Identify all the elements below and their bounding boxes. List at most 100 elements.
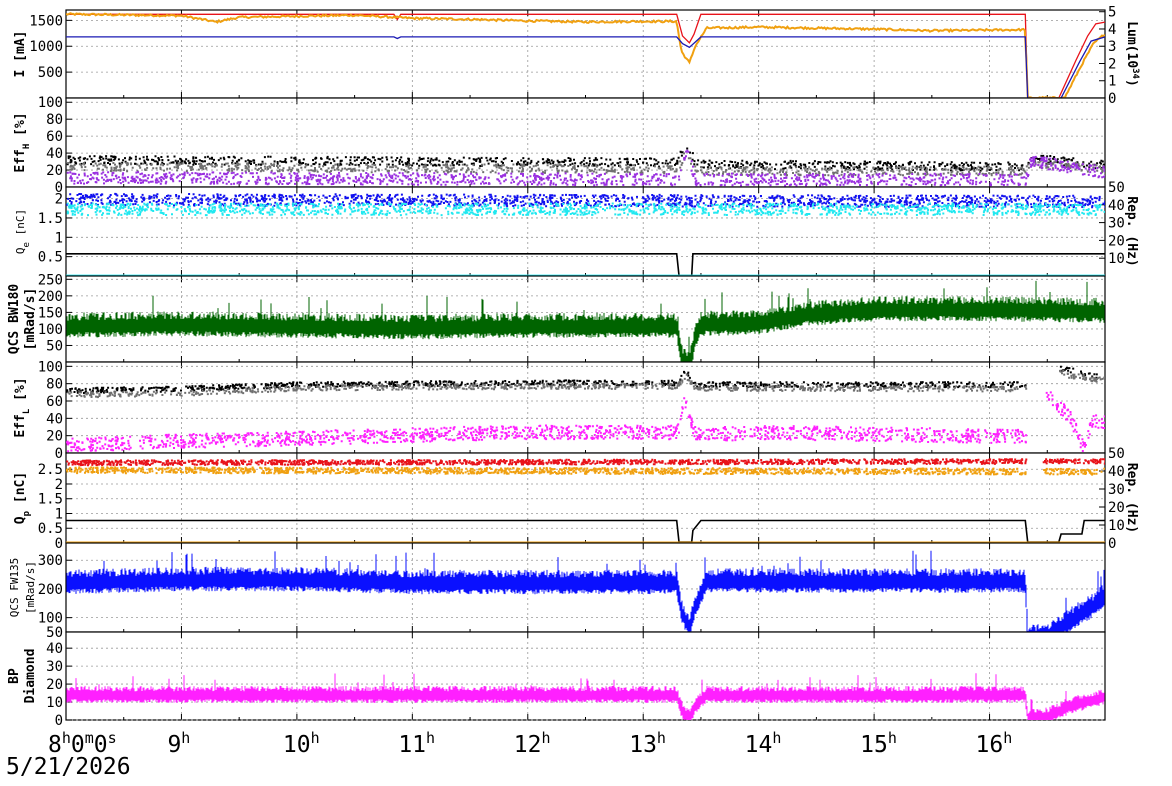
y-tick-label: 1 — [55, 230, 63, 246]
y-axis-label: Qp [nC] — [13, 472, 32, 524]
panel-frame — [65, 97, 1106, 188]
y-tick-label: 20 — [46, 163, 63, 179]
x-tick-label: 13h — [629, 729, 666, 758]
y-tick-label: 2 — [55, 477, 63, 493]
panel-frame — [65, 9, 1106, 99]
y-axis-label: EffH [%] — [13, 112, 32, 172]
y-axis-label-line2: Diamond — [23, 649, 38, 704]
series-gray — [67, 369, 1105, 399]
y-tick-label: 2 — [55, 192, 63, 208]
x-tick-label: 8h0m0s — [48, 729, 117, 758]
series-qe-blue — [66, 192, 1105, 209]
y-axis-label: BP — [7, 668, 22, 684]
panel-frame — [65, 631, 1106, 721]
x-tick-label: 14h — [745, 729, 782, 758]
y-tick-label: 2.5 — [38, 462, 63, 478]
x-tick-label: 16h — [976, 729, 1013, 758]
y-tick-label: 60 — [46, 129, 63, 145]
y-tick-label: 20 — [46, 677, 63, 693]
series-qp-red — [66, 458, 1105, 467]
series-group — [66, 147, 1105, 187]
series-fw135 — [66, 550, 1105, 632]
y2-tick-label: 0 — [1108, 91, 1116, 107]
series-group — [66, 365, 1105, 453]
series-bp — [66, 673, 1105, 720]
y-tick-label: 100 — [38, 359, 63, 375]
y-axis-label: I [mA] — [13, 31, 28, 78]
y-tick-label: 0 — [55, 713, 63, 729]
date-label: 5/21/2026 — [6, 754, 131, 780]
y-tick-label: 200 — [38, 289, 63, 305]
y-axis-label: QCS FW135 — [8, 558, 21, 618]
y-axis-label-line2: [mRad/s] — [24, 561, 37, 614]
y-tick-label: 0.5 — [38, 521, 63, 537]
y2-tick-label: 50 — [1108, 446, 1125, 462]
series-group — [66, 12, 1105, 98]
y-tick-label: 1.5 — [38, 492, 63, 508]
series-group — [66, 458, 1105, 543]
series-group — [66, 673, 1105, 720]
y-tick-label: 100 — [38, 611, 63, 627]
y-tick-label: 250 — [38, 272, 63, 288]
series-group — [66, 280, 1105, 362]
y-tick-label: 0.5 — [38, 250, 63, 266]
series-group — [66, 192, 1105, 276]
series-magenta — [66, 391, 1105, 453]
series-her — [66, 12, 1105, 98]
y-tick-label: 10 — [46, 695, 63, 711]
y-axis-label: QCS BW180 — [7, 284, 22, 355]
y-tick-label: 150 — [38, 305, 63, 321]
series-qp-orange — [66, 466, 1105, 476]
y-tick-label: 0 — [55, 180, 63, 196]
series-gray — [67, 152, 1105, 177]
y-tick-label: 100 — [38, 95, 63, 111]
y-tick-label: 300 — [38, 553, 63, 569]
y-axis-label: Qe [nC] — [14, 209, 32, 254]
series-bw180 — [66, 280, 1105, 362]
series-purple — [66, 149, 1105, 187]
y2-tick-label: 30 — [1108, 482, 1125, 498]
y2-axis-label: Rep. (Hz) — [1124, 196, 1139, 266]
y-tick-label: 1.5 — [38, 211, 63, 227]
y2-axis-label: Rep. (Hz) — [1124, 463, 1139, 533]
y2-tick-label: 10 — [1108, 518, 1125, 534]
y2-tick-label: 3 — [1108, 39, 1116, 55]
y-tick-label: 80 — [46, 112, 63, 128]
y-tick-label: 60 — [46, 394, 63, 410]
y-tick-label: 100 — [38, 322, 63, 338]
y2-tick-label: 4 — [1108, 22, 1116, 38]
y-tick-label: 200 — [38, 582, 63, 598]
y2-tick-label: 20 — [1108, 233, 1125, 249]
series-black — [66, 365, 1105, 394]
y-tick-label: 0 — [55, 536, 63, 552]
panel-frame — [65, 452, 1106, 544]
x-tick-label: 12h — [514, 729, 551, 758]
series-group — [66, 550, 1105, 632]
y-tick-label: 1000 — [29, 39, 63, 55]
x-tick-label: 10h — [283, 729, 320, 758]
y-axis-label: EffL [%] — [13, 377, 32, 437]
y-tick-label: 40 — [46, 641, 63, 657]
series-ler — [66, 36, 1105, 98]
y2-tick-label: 5 — [1108, 5, 1116, 21]
y2-tick-label: 40 — [1108, 464, 1125, 480]
y-axis-label-line2: [mRad/s] — [23, 288, 38, 351]
y2-tick-label: 50 — [1108, 180, 1125, 196]
y-tick-label: 1500 — [29, 13, 63, 29]
y2-tick-label: 2 — [1108, 56, 1116, 72]
y-tick-label: 80 — [46, 377, 63, 393]
y-tick-label: 30 — [46, 659, 63, 675]
x-tick-label: 15h — [860, 729, 897, 758]
y2-tick-label: 20 — [1108, 500, 1125, 516]
x-tick-label: 11h — [398, 729, 435, 758]
y2-axis-label: Lum(1034) — [1124, 21, 1140, 87]
